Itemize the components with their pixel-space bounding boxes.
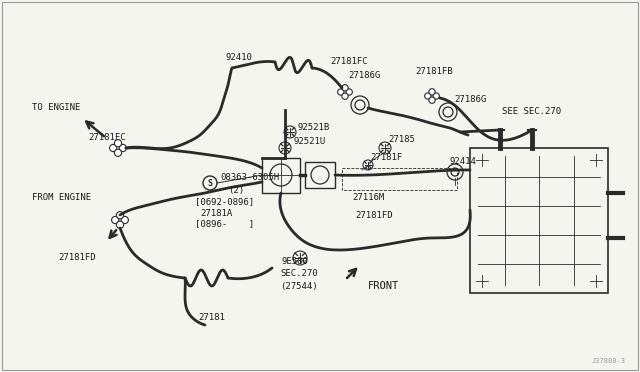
Circle shape [429,93,435,99]
Bar [342,168,457,190]
Text: 27181FD: 27181FD [355,211,392,219]
Text: 27181A: 27181A [200,208,232,218]
Text: 27185: 27185 [388,135,415,144]
Circle shape [115,149,122,156]
Circle shape [429,97,435,103]
Circle shape [346,89,353,95]
Circle shape [115,144,122,152]
Text: 27181FC: 27181FC [330,58,367,67]
Text: 92521B: 92521B [298,124,330,132]
Circle shape [115,140,122,147]
Text: 27181FB: 27181FB [415,67,452,77]
Text: 27116M: 27116M [352,193,384,202]
Circle shape [116,217,124,224]
Text: (2): (2) [228,186,244,195]
Text: 08363-6305H: 08363-6305H [220,173,279,183]
Text: J37800-3: J37800-3 [592,358,626,364]
Circle shape [342,85,348,91]
Text: 27181FD: 27181FD [58,253,95,263]
Circle shape [425,93,431,99]
Text: 92521U: 92521U [294,138,326,147]
Bar [262,158,300,193]
Text: 27181F: 27181F [370,154,403,163]
Text: SEC.270: SEC.270 [280,269,317,279]
Text: 27181FC: 27181FC [88,134,125,142]
Circle shape [429,89,435,95]
Circle shape [111,217,119,224]
Text: (27544): (27544) [280,282,317,291]
Circle shape [109,144,117,152]
Text: 9E580: 9E580 [282,257,309,266]
Text: 27181: 27181 [198,314,225,323]
Circle shape [116,212,124,219]
Circle shape [119,144,127,152]
Circle shape [121,217,129,224]
Text: S: S [207,179,212,187]
Text: FROM ENGINE: FROM ENGINE [32,193,91,202]
Text: [0692-0896]: [0692-0896] [195,198,254,206]
Text: 27186G: 27186G [348,71,380,80]
Text: 92414: 92414 [450,157,477,167]
Circle shape [116,221,124,228]
Text: FRONT: FRONT [368,281,399,291]
Circle shape [338,89,344,95]
Circle shape [433,93,439,99]
Circle shape [342,89,348,95]
Text: [0896-    ]: [0896- ] [195,219,254,228]
Text: 92410: 92410 [225,54,252,62]
Text: SEE SEC.270: SEE SEC.270 [502,108,561,116]
Bar [305,162,335,188]
Circle shape [342,93,348,99]
Text: TO ENGINE: TO ENGINE [32,103,81,112]
Text: 27186G: 27186G [454,96,486,105]
